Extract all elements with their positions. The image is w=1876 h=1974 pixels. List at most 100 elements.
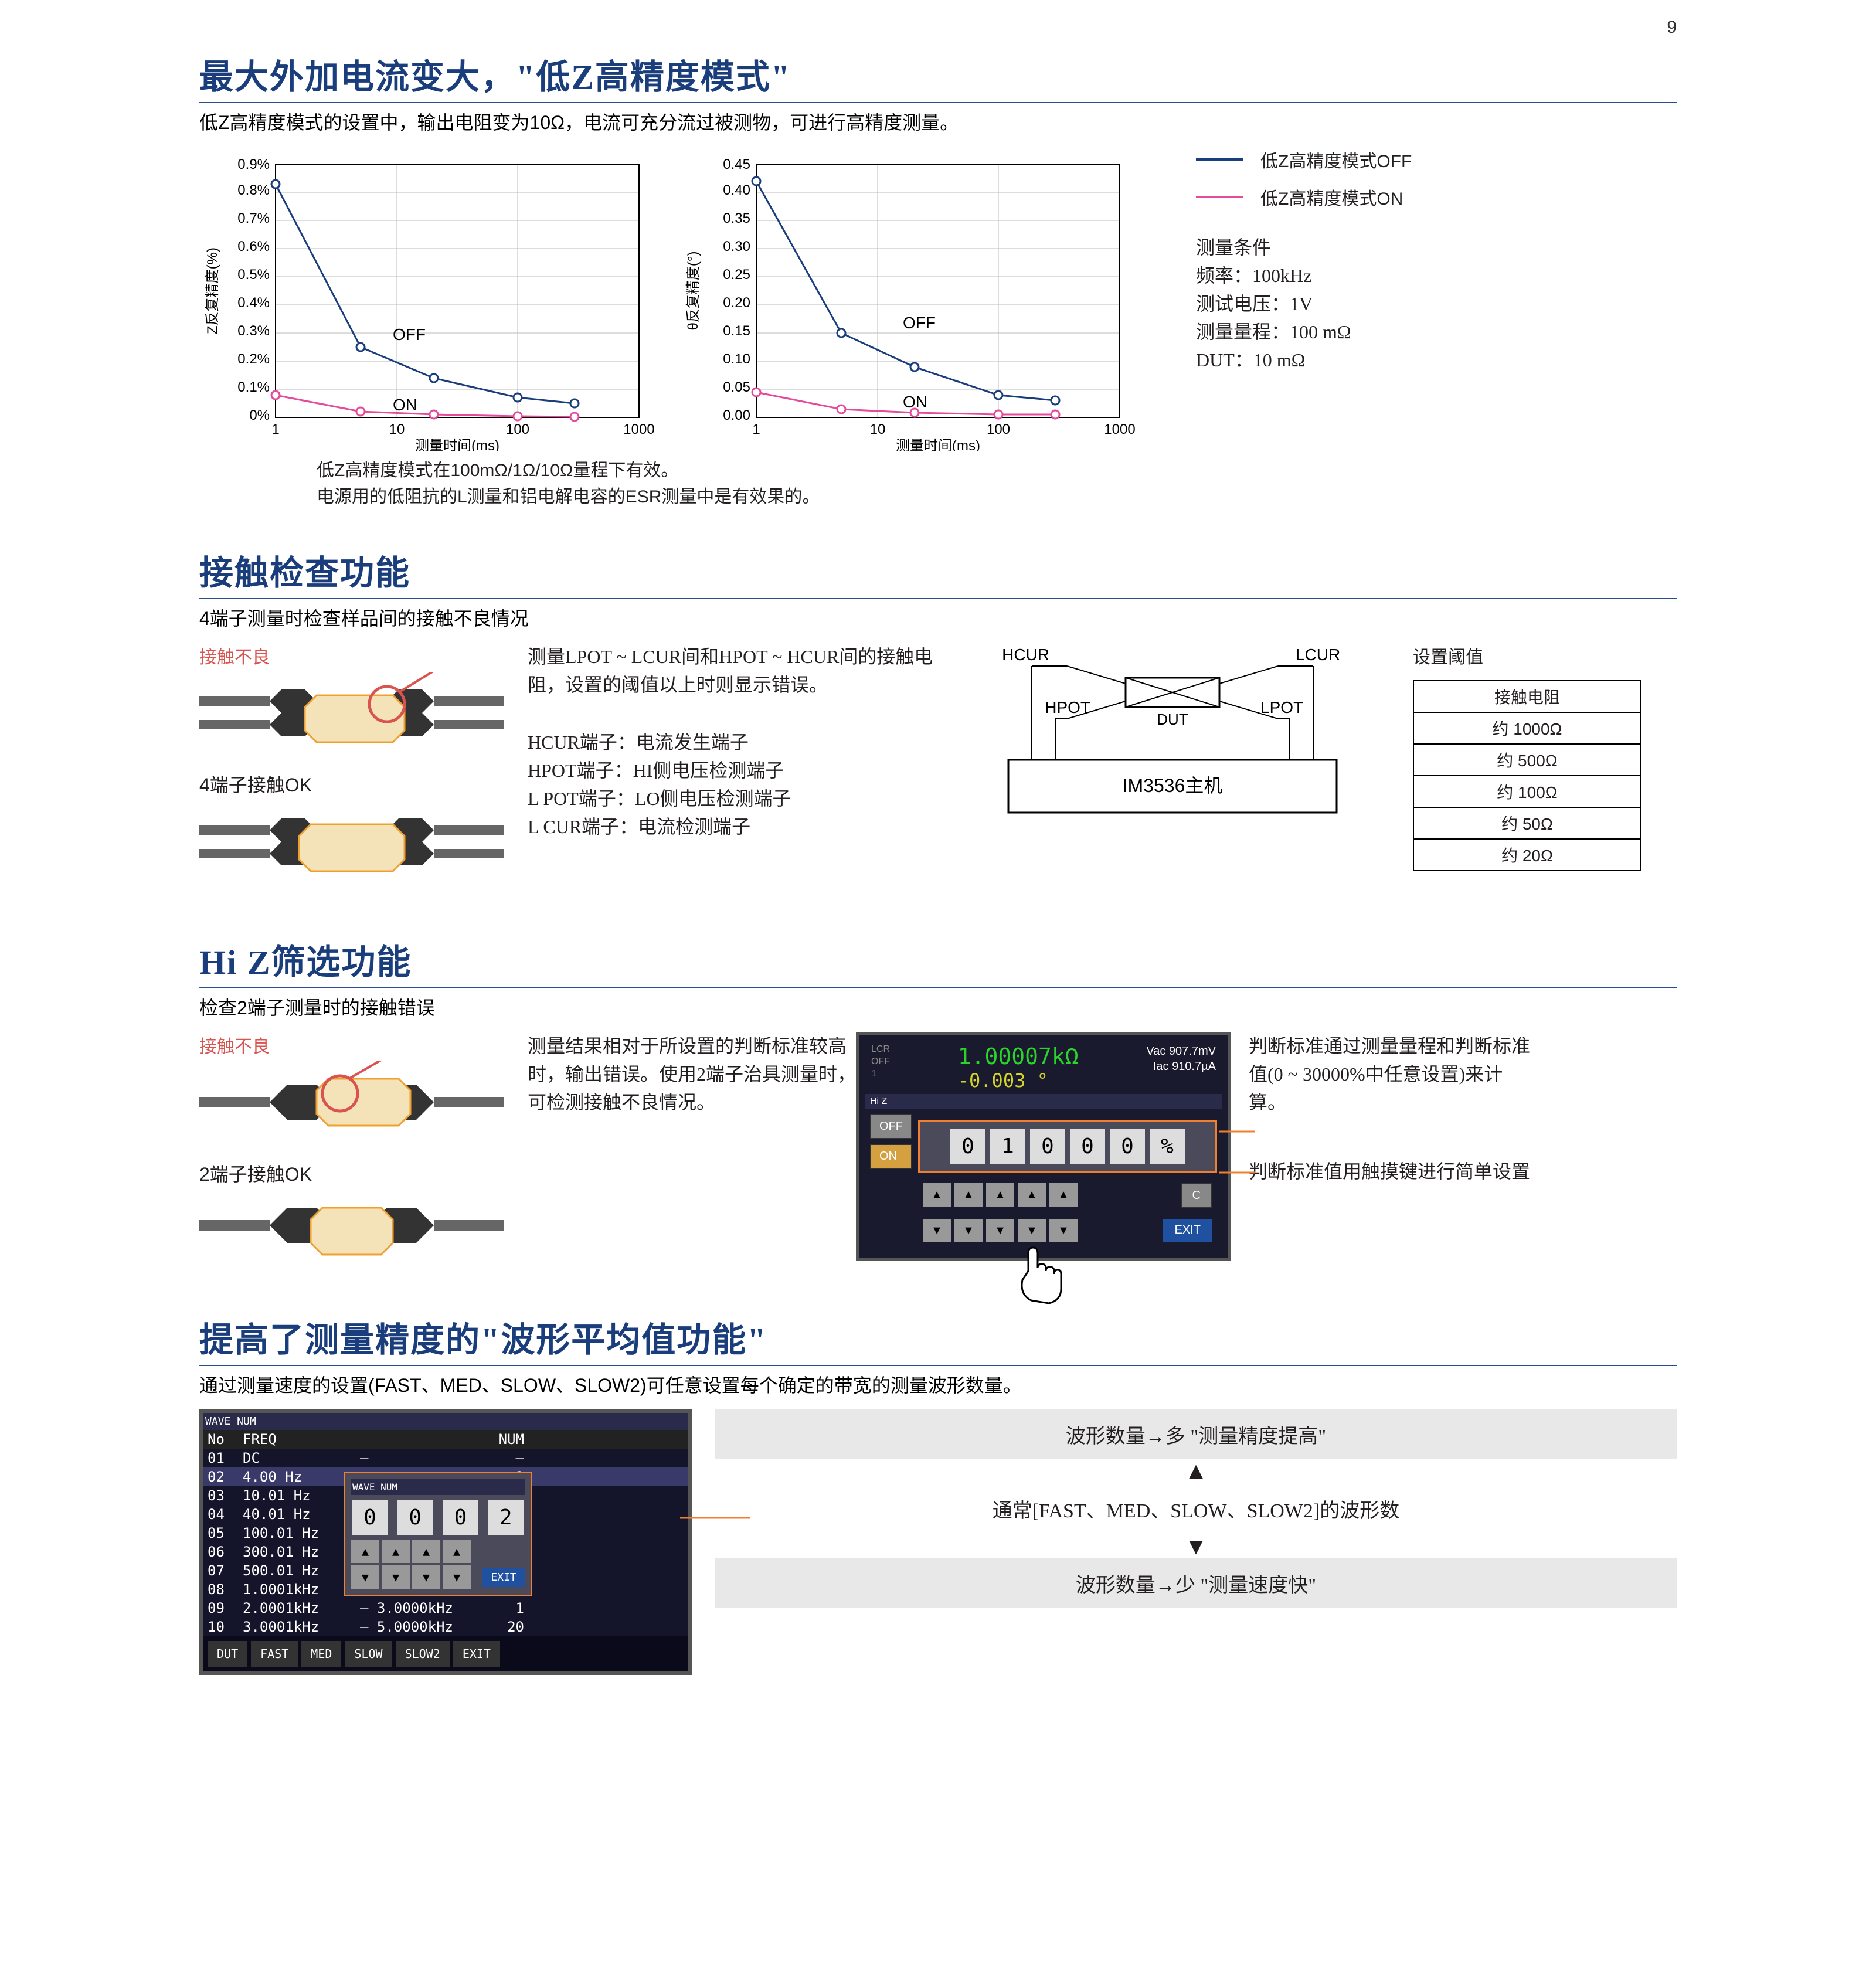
svg-text:测量时间(ms): 测量时间(ms) — [896, 438, 980, 451]
svg-text:0.05: 0.05 — [723, 379, 750, 395]
section3-title: Hi Z筛选功能 — [199, 935, 1677, 988]
slow-button[interactable]: SLOW — [345, 1641, 392, 1667]
arrow-down-button[interactable]: ▼ — [351, 1565, 379, 1589]
svg-text:0.20: 0.20 — [723, 295, 750, 311]
terminal-hcur: HCUR端子：电流发生端子 — [528, 728, 961, 756]
svg-text:100: 100 — [506, 422, 529, 437]
digit: 0 — [352, 1500, 388, 1535]
svg-text:1: 1 — [752, 422, 760, 437]
arrow-down-button[interactable]: ▼ — [923, 1219, 951, 1242]
cond-dut: DUT：10 mΩ — [1196, 346, 1677, 374]
lcd-reading-z: 1.00007kΩ — [958, 1044, 1079, 1069]
section1-note1: 低Z高精度模式在100mΩ/1Ω/10Ω量程下有效。 — [317, 457, 1677, 484]
svg-text:0.4%: 0.4% — [237, 295, 270, 311]
page-number: 9 — [199, 18, 1677, 38]
off-button[interactable]: OFF — [870, 1114, 912, 1139]
hiz-desc: 测量结果相对于所设置的判断标准较高时，输出错误。使用2端子治具测量时，可检测接触… — [528, 1032, 856, 1116]
wave-bar-top: 波形数量→多 "测量精度提高" — [715, 1409, 1677, 1459]
probe-ok-diagram — [199, 801, 504, 883]
arrow-up-button[interactable]: ▲ — [986, 1183, 1014, 1207]
arrow-down-button[interactable]: ▼ — [382, 1565, 410, 1589]
svg-text:1000: 1000 — [1104, 422, 1135, 437]
contact-bad-label: 接触不良 — [199, 643, 528, 668]
wave-bar-bot: 波形数量→少 "测量速度快" — [715, 1558, 1677, 1608]
arrow-up-button[interactable]: ▲ — [923, 1183, 951, 1207]
chart-z-repeatability: OFF ON 0% 0.1% 0.2% 0.3% 0.4% 0.5% 0.6% … — [199, 147, 680, 451]
arrow-down-button[interactable]: ▼ — [986, 1219, 1014, 1242]
svg-text:0.25: 0.25 — [723, 267, 750, 283]
svg-text:0.15: 0.15 — [723, 323, 750, 339]
on-button[interactable]: ON — [870, 1144, 912, 1169]
digit: 0 — [950, 1129, 985, 1164]
svg-text:0.8%: 0.8% — [237, 182, 270, 198]
svg-text:0.5%: 0.5% — [237, 267, 270, 283]
digit-panel: 0 1 0 0 0 % — [918, 1120, 1217, 1173]
arrow-down-button[interactable]: ▼ — [443, 1565, 471, 1589]
lcd-reading-theta: -0.003 ° — [958, 1069, 1079, 1092]
arrow-up-button[interactable]: ▲ — [954, 1183, 983, 1207]
hiz-note1: 判断标准通过测量量程和判断标准值(0 ~ 30000%中任意设置)来计算。 — [1249, 1032, 1536, 1116]
svg-text:10: 10 — [389, 422, 405, 437]
contact-desc: 测量LPOT ~ LCUR间和HPOT ~ HCUR间的接触电阻，设置的阈值以上… — [528, 643, 961, 699]
svg-text:0.3%: 0.3% — [237, 323, 270, 339]
callout-line-icon — [680, 1515, 750, 1521]
wave-lcd-row[interactable]: 103.0001kHz— 5.0000kHz20 — [203, 1618, 688, 1636]
arrow-up-button[interactable]: ▲ — [1018, 1183, 1046, 1207]
svg-text:0.9%: 0.9% — [237, 157, 270, 172]
section2-subtitle: 4端子测量时检查样品间的接触不良情况 — [199, 604, 1677, 631]
wave-lcd-row[interactable]: 01DC—— — [203, 1449, 688, 1467]
exit-button[interactable]: EXIT — [482, 1568, 524, 1587]
hiz-lcd: LCR OFF 1 1.00007kΩ -0.003 ° Vac 907.7mV… — [856, 1032, 1231, 1261]
exit-button[interactable]: EXIT — [1163, 1219, 1212, 1242]
arrow-up-button[interactable]: ▲ — [1049, 1183, 1078, 1207]
lcd-hiz-label: Hi Z — [865, 1094, 1222, 1109]
lcd-iac: Iac 910.7µA — [1146, 1059, 1216, 1074]
legend-on-swatch — [1196, 196, 1243, 198]
arrow-up-button[interactable]: ▲ — [412, 1540, 440, 1563]
threshold-table: 接触电阻 约 1000Ω 约 500Ω 约 100Ω 约 50Ω 约 20Ω — [1413, 680, 1642, 871]
legend-off-text: 低Z高精度模式OFF — [1260, 147, 1412, 172]
arrow-up-button[interactable]: ▲ — [443, 1540, 471, 1563]
legend-off-swatch — [1196, 158, 1243, 161]
section1-title: 最大外加电流变大，"低Z高精度模式" — [199, 49, 1677, 103]
svg-text:Z反复精度(%): Z反复精度(%) — [205, 247, 220, 334]
section1-subtitle: 低Z高精度模式的设置中，输出电阻变为10Ω，电流可充分流过被测物，可进行高精度测… — [199, 108, 1677, 135]
arrow-down-button[interactable]: ▼ — [954, 1219, 983, 1242]
svg-text:0.30: 0.30 — [723, 239, 750, 254]
svg-text:ON: ON — [393, 396, 417, 414]
table-row: 约 20Ω — [1413, 839, 1641, 871]
dut-button[interactable]: DUT — [208, 1641, 247, 1667]
med-button[interactable]: MED — [301, 1641, 341, 1667]
cond-title: 测量条件 — [1196, 233, 1677, 261]
arrow-up-button[interactable]: ▲ — [382, 1540, 410, 1563]
svg-text:OFF: OFF — [393, 325, 426, 344]
section4-title: 提高了测量精度的"波形平均值功能" — [199, 1312, 1677, 1366]
svg-text:ON: ON — [903, 393, 927, 411]
arrow-down-button[interactable]: ▼ — [1018, 1219, 1046, 1242]
arrow-down-button[interactable]: ▼ — [412, 1565, 440, 1589]
arrow-up-button[interactable]: ▲ — [351, 1540, 379, 1563]
table-header: 接触电阻 — [1413, 681, 1641, 712]
svg-text:1000: 1000 — [623, 422, 654, 437]
c-button[interactable]: C — [1181, 1183, 1212, 1208]
svg-text:100: 100 — [987, 422, 1010, 437]
digit: 0 — [1030, 1129, 1065, 1164]
callout-line-icon — [1219, 1120, 1255, 1178]
arrow-down-button[interactable]: ▼ — [1049, 1219, 1078, 1242]
fast-button[interactable]: FAST — [251, 1641, 298, 1667]
cond-freq: 频率：100kHz — [1196, 261, 1677, 290]
svg-text:HPOT: HPOT — [1045, 698, 1090, 716]
svg-text:1: 1 — [271, 422, 279, 437]
svg-text:0.2%: 0.2% — [237, 351, 270, 367]
table-row: 约 100Ω — [1413, 776, 1641, 807]
probe-bad-diagram — [199, 672, 504, 754]
slow2-button[interactable]: SLOW2 — [396, 1641, 450, 1667]
triangle-down-icon: ▼ — [715, 1535, 1677, 1558]
svg-text:10: 10 — [870, 422, 886, 437]
svg-text:θ反复精度(°): θ反复精度(°) — [685, 252, 701, 331]
svg-text:0.35: 0.35 — [723, 210, 750, 226]
chart-theta-repeatability: OFF ON 0.00 0.05 0.10 0.15 0.20 0.25 0.3… — [680, 147, 1161, 451]
exit-button[interactable]: EXIT — [453, 1641, 500, 1667]
hiz-ok-label: 2端子接触OK — [199, 1160, 528, 1187]
wave-lcd-row[interactable]: 092.0001kHz— 3.0000kHz1 — [203, 1599, 688, 1618]
